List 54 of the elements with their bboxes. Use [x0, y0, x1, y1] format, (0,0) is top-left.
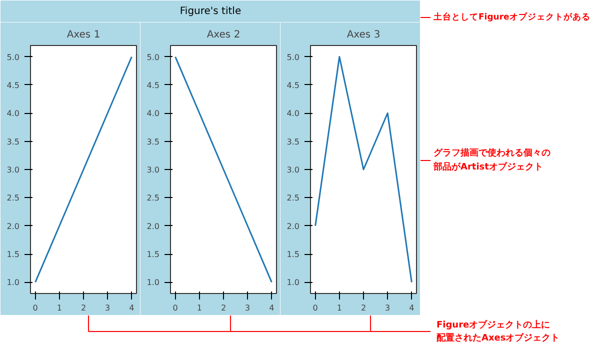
y-tick-label: 3.5 [146, 137, 160, 146]
text: 部品がArtistオブジェクト [432, 162, 543, 172]
y-tick-label: 3.0 [6, 166, 20, 174]
x-tick-label: 3 [245, 304, 250, 312]
x-tick-label: 2 [220, 304, 226, 312]
x-tick-label: 0 [32, 304, 38, 312]
y-tick-label: 1.0 [146, 278, 160, 288]
y-tick-label: 2.0 [146, 222, 160, 231]
y-tick-label: 2.0 [286, 222, 300, 231]
chart-title: Axes 1 [66, 30, 100, 40]
y-tick-label: 2.5 [6, 194, 20, 203]
text: Figure's title [180, 6, 242, 17]
text: 土台としてFigureオブジェクトがある [432, 12, 590, 22]
chart-title: Axes 3 [346, 30, 380, 40]
line-series [174, 56, 272, 283]
x-tick-label: 4 [269, 304, 274, 312]
y-tick-label: 3.0 [146, 166, 160, 174]
y-tick-label: 1.0 [286, 278, 300, 288]
x-tick-label: 4 [409, 304, 414, 312]
x-tick-label: 1 [336, 304, 342, 312]
y-tick-label: 2.5 [146, 194, 160, 203]
y-tick-label: 1.5 [6, 250, 20, 260]
x-tick-label: 1 [56, 304, 62, 312]
y-tick-label: 4.5 [146, 80, 160, 90]
text: 配置されたAxesオブジェクト [436, 332, 560, 344]
text: Figureオブジェクトの上に [436, 320, 550, 330]
x-tick-label: 0 [172, 304, 178, 312]
text: グラフ描画で使われる個々の [434, 148, 550, 158]
y-tick-label: 1.5 [146, 250, 160, 260]
y-tick-label: 1.0 [6, 278, 20, 288]
chart-title: Axes 2 [206, 30, 240, 40]
x-tick-label: 3 [385, 304, 390, 312]
y-tick-label: 4.5 [286, 80, 300, 90]
x-tick-label: 1 [196, 304, 202, 312]
y-tick-label: 4.5 [6, 80, 20, 90]
y-tick-label: 4.0 [6, 109, 20, 118]
x-tick-label: 4 [129, 304, 134, 312]
y-tick-label: 5.0 [6, 52, 20, 62]
x-tick-label: 3 [105, 304, 110, 312]
y-tick-label: 3.5 [286, 137, 300, 146]
line-series [34, 56, 132, 283]
x-tick-label: 2 [360, 304, 366, 312]
y-tick-label: 3.0 [286, 166, 300, 174]
y-tick-label: 5.0 [286, 52, 300, 62]
line-series [314, 56, 412, 283]
y-tick-label: 1.5 [286, 250, 300, 260]
y-tick-label: 3.5 [6, 137, 20, 146]
x-tick-label: 0 [312, 304, 318, 312]
y-tick-label: 2.0 [6, 222, 20, 231]
x-tick-label: 2 [80, 304, 86, 312]
y-tick-label: 4.0 [286, 109, 300, 118]
y-tick-label: 2.5 [286, 194, 300, 203]
y-tick-label: 5.0 [146, 52, 160, 62]
y-tick-label: 4.0 [146, 109, 160, 118]
